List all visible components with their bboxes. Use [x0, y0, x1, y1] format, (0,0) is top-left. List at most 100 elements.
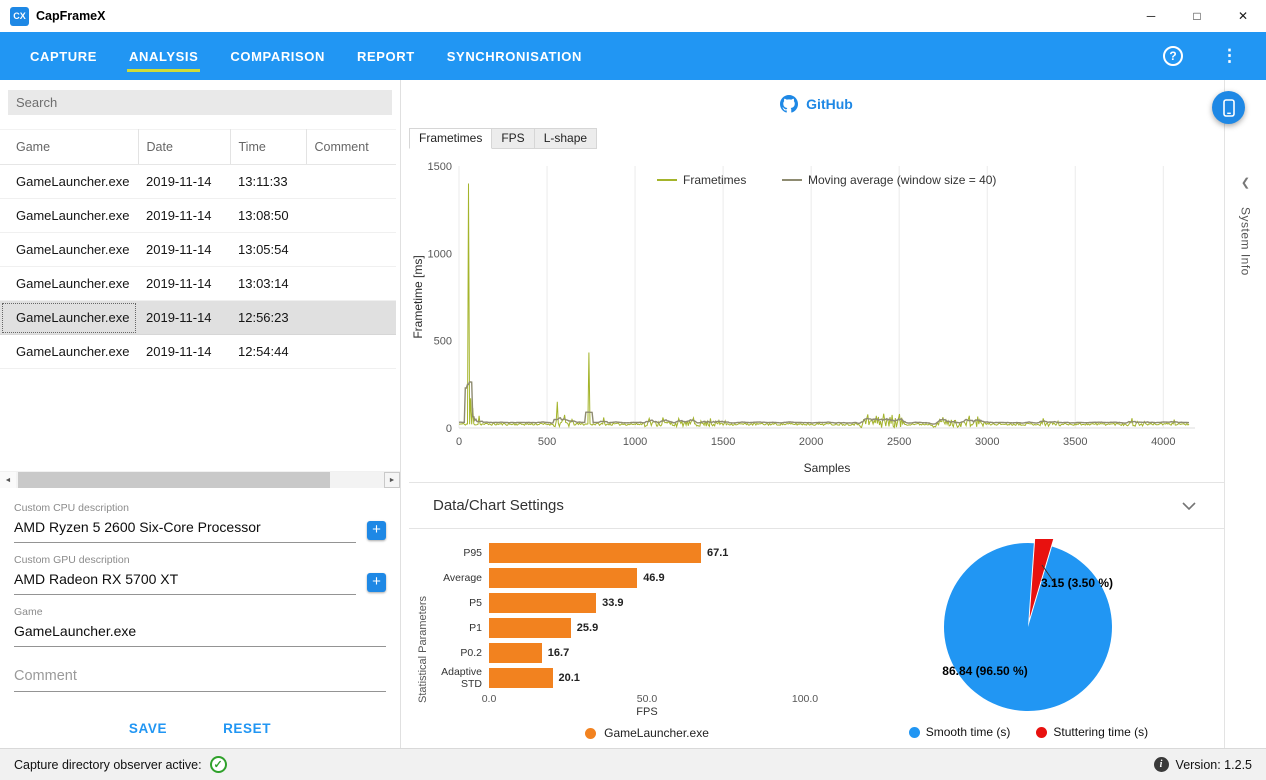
cell-comment[interactable] — [306, 300, 396, 335]
cell-comment[interactable] — [306, 266, 396, 301]
cell-comment[interactable] — [306, 232, 396, 267]
pie-chart-svg: 3.15 (3.50 %) 86.84 (96.50 %) — [943, 539, 1113, 711]
cell-date[interactable]: 2019-11-14 — [138, 164, 230, 199]
session-row[interactable]: GameLauncher.exe 2019-11-14 13:11:33 — [0, 164, 396, 199]
svg-text:Moving average (window size =: Moving average (window size = 40) — [808, 173, 996, 187]
main-top-bar: GitHub — [409, 80, 1224, 128]
bar-category-label: Average — [443, 572, 482, 584]
nav-tab-comparison[interactable]: COMPARISON — [230, 48, 325, 64]
cell-game[interactable]: GameLauncher.exe — [0, 266, 138, 301]
cell-time[interactable]: 13:03:14 — [230, 266, 306, 301]
cell-game[interactable]: GameLauncher.exe — [0, 300, 138, 335]
column-header-date[interactable]: Date — [138, 129, 231, 165]
add-gpu-description-button[interactable]: + — [367, 572, 386, 592]
session-row[interactable]: GameLauncher.exe 2019-11-14 13:05:54 — [0, 232, 396, 267]
column-header-time[interactable]: Time — [230, 129, 307, 165]
bar-value-label: 25.9 — [576, 622, 599, 634]
chart-tab-frametimes[interactable]: Frametimes — [409, 128, 493, 149]
nav-tab-analysis[interactable]: ANALYSIS — [113, 32, 214, 80]
chevron-left-icon: ❮ — [1240, 177, 1251, 189]
legend-label: GameLauncher.exe — [604, 726, 709, 740]
cell-time[interactable]: 13:05:54 — [230, 232, 306, 267]
field-value-game[interactable]: GameLauncher.exe — [14, 621, 386, 647]
description-fields: Custom CPU description AMD Ryzen 5 2600 S… — [0, 488, 400, 703]
cell-date[interactable]: 2019-11-14 — [138, 300, 230, 335]
cell-game[interactable]: GameLauncher.exe — [0, 334, 138, 369]
field-value-cpu[interactable]: AMD Ryzen 5 2600 Six-Core Processor — [14, 517, 356, 543]
table-header-row: Game Date Time Comment — [0, 129, 396, 165]
svg-text:1500: 1500 — [428, 161, 452, 173]
save-button[interactable]: SAVE — [123, 713, 173, 744]
field-value-comment[interactable]: Comment — [14, 658, 386, 692]
cell-time[interactable]: 13:11:33 — [230, 164, 306, 199]
scroll-left-icon[interactable]: ◄ — [4, 476, 12, 484]
nav-right: ? ⋮ — [1163, 32, 1238, 80]
bar — [489, 668, 553, 688]
nav-tab-report[interactable]: REPORT — [357, 48, 415, 64]
main-panel: GitHub Frametimes FPS L-shape 0 500 1000 1500… — [401, 80, 1224, 748]
svg-text:3.15 (3.50 %): 3.15 (3.50 %) — [1041, 576, 1113, 590]
scrollbar-track[interactable] — [16, 472, 384, 488]
svg-text:1000: 1000 — [623, 436, 647, 448]
session-row[interactable]: GameLauncher.exe 2019-11-14 13:03:14 — [0, 266, 396, 301]
reset-button[interactable]: RESET — [217, 713, 277, 744]
field-cpu: Custom CPU description AMD Ryzen 5 2600 S… — [14, 502, 386, 543]
nav-tab-capture[interactable]: CAPTURE — [30, 48, 98, 64]
search-input[interactable] — [8, 90, 392, 115]
help-icon[interactable]: ? — [1163, 46, 1183, 66]
chart-tab-fps[interactable]: FPS — [491, 128, 535, 149]
add-cpu-description-button[interactable]: + — [367, 520, 386, 540]
cell-date[interactable]: 2019-11-14 — [138, 334, 230, 369]
column-header-comment[interactable]: Comment — [306, 129, 396, 165]
bar — [489, 593, 597, 613]
session-row[interactable]: GameLauncher.exe 2019-11-14 12:54:44 — [0, 334, 396, 369]
bar-row-p0-2: P0.2 16.7 — [431, 643, 833, 663]
session-row[interactable]: GameLauncher.exe 2019-11-14 13:08:50 — [0, 198, 396, 233]
sidebar-actions: SAVE RESET — [0, 703, 400, 748]
system-info-expander[interactable]: ❮ System Info — [1224, 80, 1266, 748]
bar-row-p95: P95 67.1 — [431, 543, 833, 563]
cell-comment[interactable] — [306, 334, 396, 369]
overflow-menu-icon[interactable]: ⋮ — [1221, 46, 1238, 65]
mobile-visualizer-button[interactable] — [1212, 91, 1245, 124]
bar-row-adaptive-std: Adaptive STD 20.1 — [431, 666, 833, 690]
cell-date[interactable]: 2019-11-14 — [138, 198, 230, 233]
stuttering-pie-chart: 3.15 (3.50 %) 86.84 (96.50 %) Smooth time… — [833, 535, 1224, 748]
minimize-button[interactable]: ─ — [1146, 9, 1156, 23]
cell-date[interactable]: 2019-11-14 — [138, 266, 230, 301]
svg-text:2500: 2500 — [887, 436, 911, 448]
maximize-button[interactable]: □ — [1193, 9, 1201, 23]
cell-comment[interactable] — [306, 198, 396, 233]
data-chart-settings-header[interactable]: Data/Chart Settings — [409, 482, 1224, 529]
fps-bar-chart: Statistical Parameters P95 67.1 Average 46.… — [409, 535, 833, 748]
github-icon — [780, 95, 799, 113]
cell-game[interactable]: GameLauncher.exe — [0, 164, 138, 199]
scroll-right-icon[interactable]: ► — [384, 472, 400, 488]
nav-tab-synchronisation[interactable]: SYNCHRONISATION — [446, 48, 582, 64]
svg-text:2000: 2000 — [799, 436, 823, 448]
cell-game[interactable]: GameLauncher.exe — [0, 232, 138, 267]
column-header-game[interactable]: Game — [0, 129, 139, 165]
scrollbar-thumb[interactable] — [18, 472, 330, 488]
cell-time[interactable]: 12:56:23 — [230, 300, 306, 335]
sidebar-spacer — [0, 369, 400, 471]
horizontal-scrollbar[interactable]: ◄ ► — [0, 471, 400, 488]
legend-item: Stuttering time (s) — [1036, 725, 1148, 739]
close-button[interactable]: ✕ — [1237, 9, 1249, 23]
bar — [489, 618, 571, 638]
svg-text:Frametimes: Frametimes — [683, 173, 746, 187]
chart-tab-l-shape[interactable]: L-shape — [533, 128, 598, 149]
svg-text:1500: 1500 — [711, 436, 735, 448]
cell-time[interactable]: 13:08:50 — [230, 198, 306, 233]
field-value-gpu[interactable]: AMD Radeon RX 5700 XT — [14, 569, 356, 595]
cell-game[interactable]: GameLauncher.exe — [0, 198, 138, 233]
session-row[interactable]: GameLauncher.exe 2019-11-14 12:56:23 — [0, 300, 396, 335]
cell-time[interactable]: 12:54:44 — [230, 334, 306, 369]
github-link[interactable]: GitHub — [780, 95, 853, 113]
nav-tabs: CAPTURE ANALYSIS COMPARISON REPORT SYNCHRONI… — [14, 32, 598, 80]
cell-date[interactable]: 2019-11-14 — [138, 232, 230, 267]
cell-comment[interactable] — [306, 164, 396, 199]
svg-text:86.84 (96.50 %): 86.84 (96.50 %) — [943, 664, 1028, 678]
